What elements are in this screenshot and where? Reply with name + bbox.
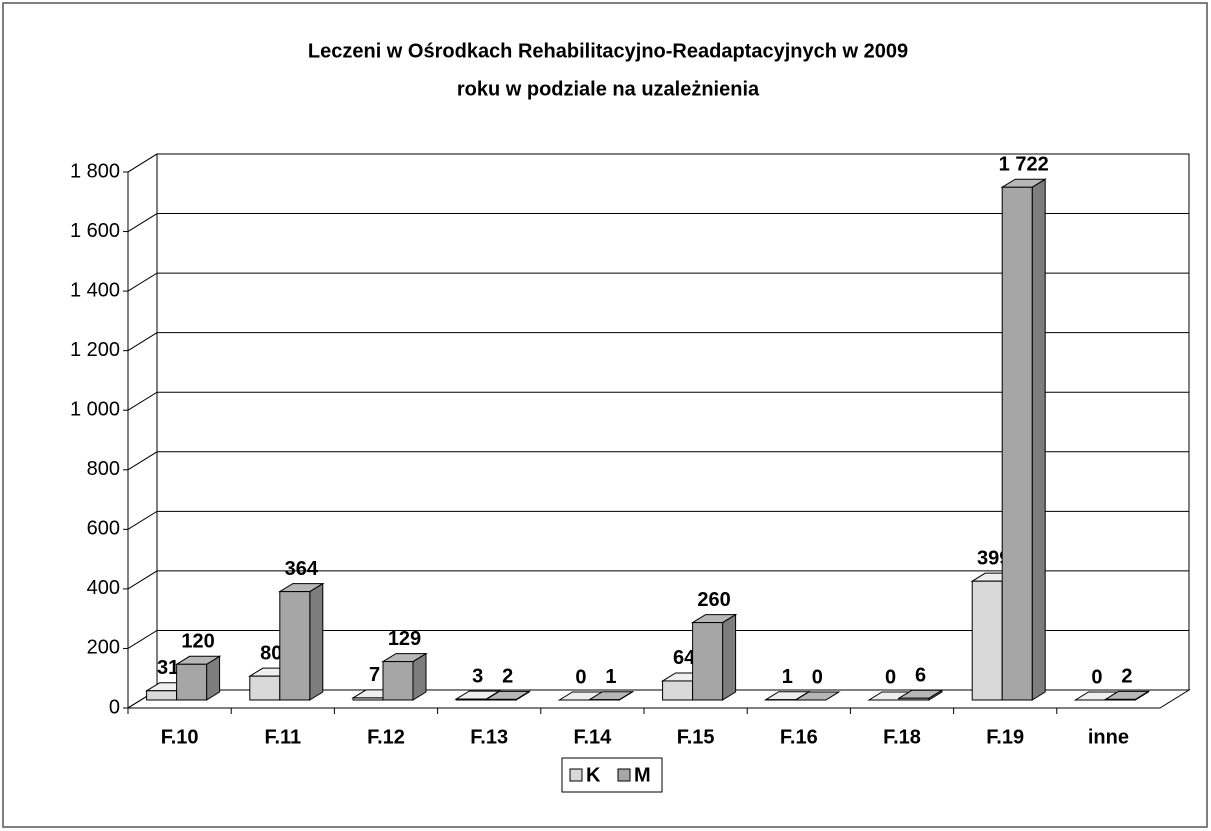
grid-line bbox=[127, 629, 1189, 649]
x-tick-label: F.16 bbox=[780, 726, 818, 748]
data-label: 2 bbox=[502, 666, 513, 688]
data-label: 7 bbox=[369, 664, 380, 686]
grid-line bbox=[127, 332, 1189, 352]
bar-side bbox=[722, 613, 737, 701]
chart-title-line2: roku w podziale na uzależnienia bbox=[457, 78, 760, 100]
x-tick-label: F.12 bbox=[367, 726, 405, 748]
data-label: 31 bbox=[157, 657, 179, 679]
data-label: 1 722 bbox=[999, 154, 1049, 176]
grid-line bbox=[127, 391, 1189, 411]
y-tick-label: 1 400 bbox=[70, 279, 120, 301]
bar bbox=[1104, 698, 1136, 701]
bar-top bbox=[794, 691, 841, 701]
x-tick-label: F.14 bbox=[573, 726, 612, 748]
bar bbox=[485, 698, 517, 701]
bar bbox=[146, 690, 178, 701]
data-label: 0 bbox=[812, 666, 823, 688]
y-tick-label: 1 200 bbox=[70, 339, 120, 361]
data-label: 260 bbox=[697, 589, 730, 611]
x-tick-label: F.11 bbox=[264, 726, 301, 748]
y-tick-label: 1 600 bbox=[70, 220, 120, 242]
bar bbox=[382, 661, 414, 701]
y-tick-label: 800 bbox=[87, 458, 120, 480]
data-label: 64 bbox=[673, 647, 696, 669]
grid-line bbox=[127, 451, 1189, 471]
y-tick-label: 200 bbox=[87, 637, 120, 659]
bar bbox=[692, 622, 724, 701]
grid-line bbox=[127, 272, 1189, 292]
data-label: 2 bbox=[1121, 666, 1132, 688]
bar bbox=[279, 591, 311, 701]
data-label: 364 bbox=[285, 558, 319, 580]
grid-line bbox=[127, 213, 1189, 232]
bar bbox=[662, 680, 694, 701]
data-label: 3 bbox=[472, 665, 483, 687]
data-label: 120 bbox=[181, 631, 214, 653]
y-tick-label: 400 bbox=[87, 577, 120, 599]
x-tick-label: F.13 bbox=[470, 726, 508, 748]
bar bbox=[176, 663, 208, 701]
data-label: 1 bbox=[782, 666, 793, 688]
y-tick-label: 0 bbox=[109, 696, 120, 718]
x-tick-label: F.10 bbox=[161, 726, 199, 748]
y-tick-label: 1 000 bbox=[70, 399, 120, 421]
grid-line bbox=[127, 510, 1189, 530]
grid-line bbox=[127, 570, 1189, 590]
bar bbox=[971, 580, 1003, 701]
chart-title: Leczeni w Ośrodkach Rehabilitacyjno-Read… bbox=[308, 40, 908, 62]
bar bbox=[455, 698, 487, 701]
grid-line bbox=[127, 153, 1189, 173]
y-tick-label: 1 800 bbox=[70, 160, 120, 182]
legend-label: M bbox=[634, 764, 651, 786]
data-label: 80 bbox=[260, 642, 282, 664]
bar-side bbox=[1031, 178, 1046, 701]
x-tick-label: inne bbox=[1088, 726, 1129, 748]
x-tick-label: F.15 bbox=[677, 726, 715, 748]
legend-label: K bbox=[586, 764, 601, 786]
data-label: 0 bbox=[575, 666, 586, 688]
bar bbox=[249, 675, 281, 701]
bar-side bbox=[309, 582, 324, 701]
data-label: 129 bbox=[388, 628, 421, 650]
legend-swatch bbox=[569, 768, 583, 782]
legend-swatch bbox=[617, 768, 631, 782]
x-tick-label: F.19 bbox=[986, 726, 1024, 748]
data-label: 0 bbox=[885, 666, 896, 688]
bar bbox=[352, 697, 384, 701]
data-label: 0 bbox=[1091, 666, 1102, 688]
bar bbox=[898, 697, 930, 701]
data-label: 6 bbox=[915, 664, 926, 686]
x-tick-label: F.18 bbox=[883, 726, 921, 748]
side-wall bbox=[127, 153, 158, 709]
bar bbox=[1001, 186, 1033, 701]
data-label: 1 bbox=[605, 666, 616, 688]
y-tick-label: 600 bbox=[87, 518, 120, 540]
